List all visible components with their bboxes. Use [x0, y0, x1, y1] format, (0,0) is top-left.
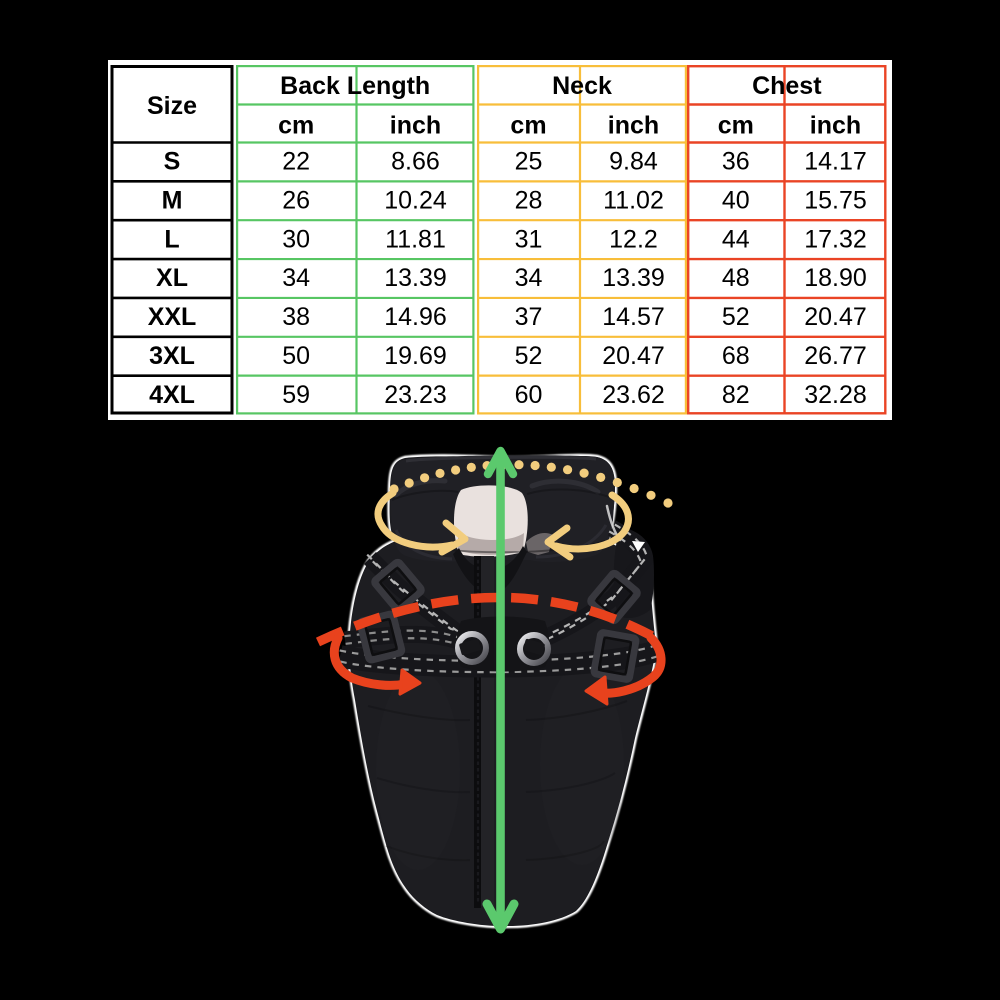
svg-text:XL: XL	[156, 264, 188, 292]
svg-text:13.39: 13.39	[602, 264, 665, 292]
svg-text:44: 44	[722, 225, 750, 253]
svg-text:36: 36	[722, 148, 750, 176]
svg-text:15.75: 15.75	[804, 187, 867, 215]
svg-text:40: 40	[722, 187, 750, 215]
svg-text:23.62: 23.62	[602, 381, 665, 409]
svg-text:13.39: 13.39	[384, 264, 447, 292]
svg-text:48: 48	[722, 264, 750, 292]
svg-text:82: 82	[722, 381, 750, 409]
svg-text:17.32: 17.32	[804, 225, 867, 253]
svg-text:11.02: 11.02	[603, 187, 664, 215]
svg-text:20.47: 20.47	[804, 303, 867, 331]
svg-text:25: 25	[515, 148, 543, 176]
svg-text:38: 38	[282, 303, 310, 331]
svg-text:50: 50	[282, 342, 310, 370]
svg-text:S: S	[164, 148, 181, 176]
svg-text:XXL: XXL	[148, 303, 197, 331]
svg-text:60: 60	[515, 381, 543, 409]
svg-text:20.47: 20.47	[602, 342, 665, 370]
svg-text:8.66: 8.66	[391, 148, 440, 176]
svg-text:52: 52	[515, 342, 543, 370]
svg-text:34: 34	[282, 264, 310, 292]
svg-text:26: 26	[282, 187, 310, 215]
svg-text:9.84: 9.84	[609, 148, 658, 176]
svg-text:18.90: 18.90	[804, 264, 867, 292]
svg-text:12.2: 12.2	[609, 225, 658, 253]
svg-text:34: 34	[515, 264, 543, 292]
svg-text:26.77: 26.77	[804, 342, 867, 370]
svg-text:Neck: Neck	[552, 72, 612, 100]
svg-text:37: 37	[515, 303, 543, 331]
svg-text:19.69: 19.69	[384, 342, 447, 370]
svg-text:3XL: 3XL	[149, 342, 195, 370]
svg-text:22: 22	[282, 148, 310, 176]
svg-text:inch: inch	[608, 111, 659, 139]
svg-text:cm: cm	[278, 111, 314, 139]
svg-text:28: 28	[515, 187, 543, 215]
svg-text:32.28: 32.28	[804, 381, 867, 409]
svg-text:31: 31	[515, 225, 543, 253]
svg-text:59: 59	[282, 381, 310, 409]
svg-text:14.57: 14.57	[602, 303, 665, 331]
svg-text:M: M	[162, 187, 183, 215]
svg-text:inch: inch	[810, 111, 861, 139]
svg-text:52: 52	[722, 303, 750, 331]
svg-text:L: L	[164, 225, 179, 253]
svg-text:10.24: 10.24	[384, 187, 447, 215]
svg-text:Back Length: Back Length	[280, 72, 430, 100]
svg-text:cm: cm	[718, 111, 754, 139]
svg-text:4XL: 4XL	[149, 381, 195, 409]
svg-text:23.23: 23.23	[384, 381, 447, 409]
svg-text:inch: inch	[390, 111, 441, 139]
svg-text:30: 30	[282, 225, 310, 253]
svg-text:Chest: Chest	[752, 72, 822, 100]
svg-text:Size: Size	[147, 92, 197, 120]
svg-text:14.96: 14.96	[384, 303, 447, 331]
svg-text:11.81: 11.81	[385, 225, 446, 253]
svg-text:14.17: 14.17	[804, 148, 867, 176]
svg-text:cm: cm	[510, 111, 546, 139]
svg-text:68: 68	[722, 342, 750, 370]
